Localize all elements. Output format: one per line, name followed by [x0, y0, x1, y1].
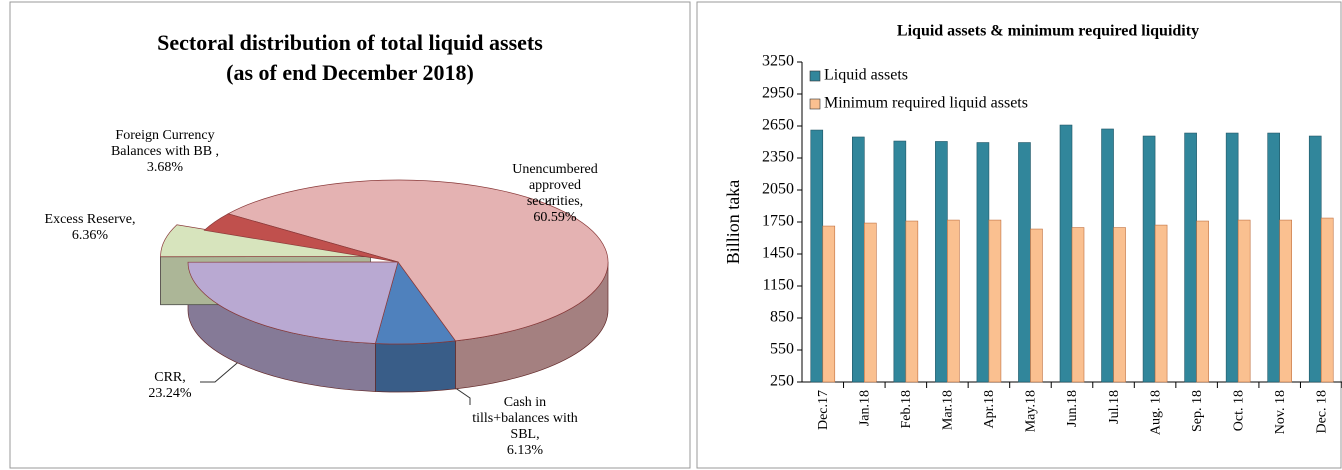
- pie-slice: [187, 261, 399, 344]
- y-tick-label: 850: [770, 309, 794, 326]
- pie-label: Unencumbered approved securities, 60.59%: [500, 162, 610, 226]
- bar: [1030, 228, 1043, 383]
- y-tick-label: 550: [770, 341, 794, 358]
- pie-value-label: 6.13%: [506, 443, 544, 458]
- bar: [947, 219, 960, 383]
- pie-value-label: 6.36%: [71, 228, 109, 243]
- bar: [1113, 227, 1126, 383]
- x-tick-label: Mar.18: [941, 390, 956, 430]
- bar: [1154, 224, 1168, 383]
- pie-label: Cash in tills+balances with SBL, 6.13%: [470, 395, 580, 459]
- pie-slice: [227, 179, 609, 342]
- x-tick-label: Jan.18: [858, 390, 873, 426]
- bar: [1071, 227, 1085, 383]
- x-tick-label: Aug. 18: [1148, 390, 1163, 435]
- y-tick-label: 2950: [762, 85, 794, 102]
- bar: [1308, 135, 1322, 383]
- pie-title: Sectoral distribution of total liquid as…: [157, 30, 543, 55]
- bar: [1237, 219, 1251, 383]
- pie-value-label: 3.68%: [146, 160, 184, 175]
- x-tick-label: Dec. 18: [1314, 390, 1329, 434]
- pie-value-label: 60.59%: [533, 210, 577, 225]
- bar: [864, 222, 877, 383]
- bar-title: Liquid assets & minimum required liquidi…: [897, 23, 1199, 40]
- bar: [1142, 135, 1156, 383]
- x-tick-label: Nov. 18: [1273, 390, 1288, 434]
- y-tick-label: 1450: [762, 245, 794, 262]
- left-panel: [9, 1, 691, 469]
- bar: [1279, 219, 1292, 383]
- y-tick-label: 2350: [762, 149, 794, 166]
- x-tick-label: Feb.18: [899, 390, 914, 429]
- bar: [935, 141, 948, 383]
- y-axis-label: Billion taka: [723, 180, 743, 265]
- y-tick-label: 2650: [762, 117, 794, 134]
- bar: [893, 140, 907, 383]
- bar: [976, 142, 990, 383]
- legend-swatch: [809, 70, 821, 82]
- bar: [1320, 217, 1334, 383]
- x-tick-label: Oct. 18: [1231, 390, 1246, 431]
- y-tick-label: 1750: [762, 213, 794, 230]
- bar: [822, 225, 836, 383]
- bar: [1018, 142, 1031, 383]
- y-tick-label: 1150: [763, 277, 794, 294]
- pie-label: Foreign Currency Balances with BB , 3.68%: [100, 128, 230, 176]
- pie-subtitle: (as of end December 2018): [226, 60, 474, 85]
- x-tick-label: Sep. 18: [1190, 390, 1205, 432]
- legend-swatch: [809, 98, 821, 110]
- x-tick-label: Dec.17: [816, 390, 831, 430]
- y-tick-label: 2050: [762, 181, 794, 198]
- bar: [1101, 128, 1114, 383]
- right-panel: [696, 1, 1342, 469]
- pie-value-label: 23.24%: [148, 386, 192, 401]
- x-tick-label: Jul.18: [1107, 390, 1122, 424]
- pie-slice: [203, 213, 399, 263]
- bar: [810, 129, 824, 383]
- bar: [1267, 132, 1280, 383]
- x-tick-label: May.18: [1024, 390, 1039, 432]
- legend-label: Liquid assets: [824, 67, 908, 84]
- bar: [1059, 124, 1073, 383]
- bar: [988, 219, 1002, 383]
- y-tick-label: 250: [770, 373, 794, 390]
- legend-label: Minimum required liquid assets: [824, 95, 1028, 112]
- bar: [1196, 220, 1209, 383]
- bar: [852, 136, 865, 383]
- bar: [1184, 132, 1197, 383]
- bar: [905, 220, 919, 383]
- pie-label: CRR, 23.24%: [140, 370, 200, 402]
- x-tick-label: Jun.18: [1065, 390, 1080, 427]
- y-tick-label: 3250: [762, 53, 794, 70]
- pie-label: Excess Reserve, 6.36%: [20, 212, 160, 244]
- x-tick-label: Apr.18: [982, 390, 997, 429]
- pie-side: [374, 340, 456, 393]
- bar: [1225, 132, 1239, 383]
